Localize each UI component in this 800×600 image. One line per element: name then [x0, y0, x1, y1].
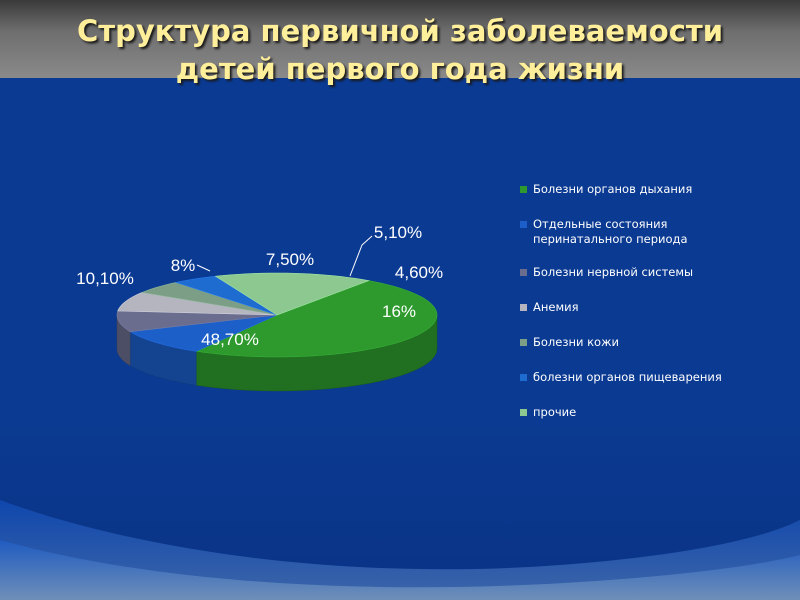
pie-slice-6 [174, 275, 278, 316]
legend-swatch-2 [520, 221, 527, 228]
legend-label-5: Болезни кожи [533, 335, 619, 349]
data-label-3: 8% [171, 256, 196, 275]
pie-slice-7 [214, 272, 370, 316]
pie-slice-4 [117, 292, 278, 316]
legend-swatch-6 [520, 374, 527, 381]
legend-label-6: болезни органов пищеварения [533, 370, 722, 384]
legend-label-2: Отдельные состояния перинатального перио… [533, 217, 688, 246]
data-label-1: 48,70% [201, 330, 259, 349]
data-label-5: 5,10% [374, 223, 422, 242]
legend-swatch-3 [520, 269, 527, 276]
legend-label-4: Анемия [533, 300, 579, 314]
legend-item-1: Болезни органов дыхания [520, 182, 760, 197]
legend-label-1: Болезни органов дыхания [533, 182, 693, 196]
legend-item-3: Болезни нервной системы [520, 265, 760, 280]
pie-slice-3 [116, 310, 278, 332]
legend-item-2: Отдельные состояния перинатального перио… [520, 217, 760, 247]
slide-title: Структура первичной заболеваемости детей… [0, 12, 800, 88]
pie-slice-5 [140, 282, 278, 316]
legend-swatch-5 [520, 339, 527, 346]
legend-swatch-1 [520, 186, 527, 193]
data-label-2: 10,10% [76, 269, 134, 288]
slide-title-line-1: Структура первичной заболеваемости [76, 14, 724, 48]
title-band [0, 0, 800, 78]
bottom-wave-decoration [0, 500, 800, 600]
data-label-6: 4,60% [395, 263, 443, 282]
legend-label-3: Болезни нервной системы [533, 265, 694, 279]
pie-slice-1 [195, 280, 438, 358]
legend-item-4: Анемия [520, 300, 760, 315]
data-label-4: 7,50% [266, 250, 314, 269]
chart-legend: Болезни органов дыхания Отдельные состоян… [520, 182, 760, 420]
legend-swatch-7 [520, 409, 527, 416]
pie-slice-2 [129, 314, 278, 352]
legend-item-6: болезни органов пищеварения [520, 370, 760, 385]
data-label-7: 16% [382, 302, 416, 321]
legend-swatch-4 [520, 304, 527, 311]
slide-title-line-2: детей первого года жизни [175, 52, 625, 86]
data-label-leader-5 [349, 235, 373, 277]
legend-label-7: прочие [533, 405, 577, 419]
legend-item-5: Болезни кожи [520, 335, 760, 350]
legend-item-7: прочие [520, 405, 760, 420]
data-label-leader-3 [196, 264, 211, 272]
